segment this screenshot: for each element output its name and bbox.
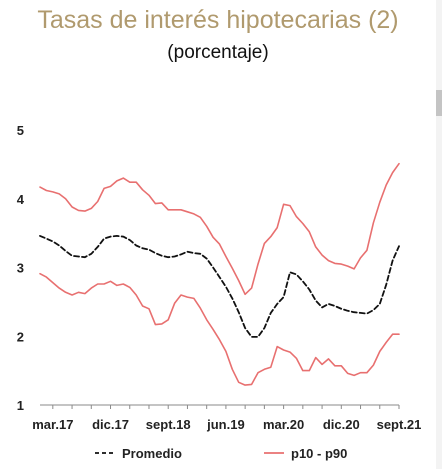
chart-subtitle: (porcentaje): [167, 42, 269, 63]
chart-title: Tasas de interés hipotecarias (2): [37, 6, 399, 34]
y-tick-label: 1: [17, 398, 24, 413]
x-tick-label: jun.19: [206, 417, 245, 432]
x-tick-label: sept.21: [377, 417, 422, 432]
x-tick-label: mar.20: [263, 417, 304, 432]
legend-p10-p90: p10 - p90: [264, 446, 347, 461]
x-tick-label: dic.17: [92, 417, 129, 432]
vertical-scrollbar[interactable]: [436, 0, 442, 469]
series-line-p10: [39, 272, 400, 386]
series-line-promedio: [39, 235, 400, 338]
y-tick-label: 2: [17, 329, 24, 344]
legend-label: Promedio: [122, 446, 182, 461]
y-tick-label: 5: [17, 123, 24, 138]
x-tick-label: dic.20: [323, 417, 360, 432]
series-line-p90: [39, 162, 400, 296]
x-tick-label: mar.17: [32, 417, 73, 432]
x-tick-label: sept.18: [146, 417, 191, 432]
legend-label: p10 - p90: [291, 446, 347, 461]
y-tick-label: 4: [17, 192, 25, 207]
scrollbar-thumb[interactable]: [436, 90, 442, 116]
legend-promedio: Promedio: [95, 446, 182, 461]
y-tick-label: 3: [17, 261, 24, 276]
